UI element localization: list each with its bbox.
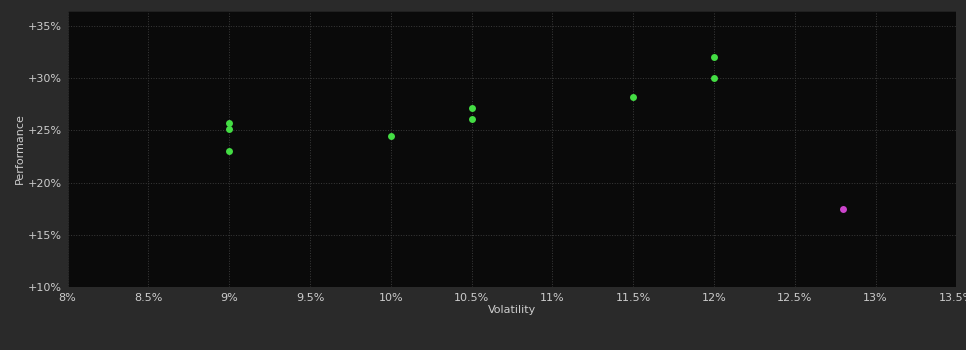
- Y-axis label: Performance: Performance: [15, 113, 25, 184]
- X-axis label: Volatility: Volatility: [488, 305, 536, 315]
- Point: [384, 133, 399, 139]
- Point: [221, 120, 237, 126]
- Point: [464, 116, 479, 122]
- Point: [836, 206, 851, 211]
- Point: [464, 105, 479, 110]
- Point: [706, 55, 722, 60]
- Point: [221, 127, 237, 132]
- Point: [706, 76, 722, 81]
- Point: [625, 94, 640, 100]
- Point: [221, 148, 237, 154]
